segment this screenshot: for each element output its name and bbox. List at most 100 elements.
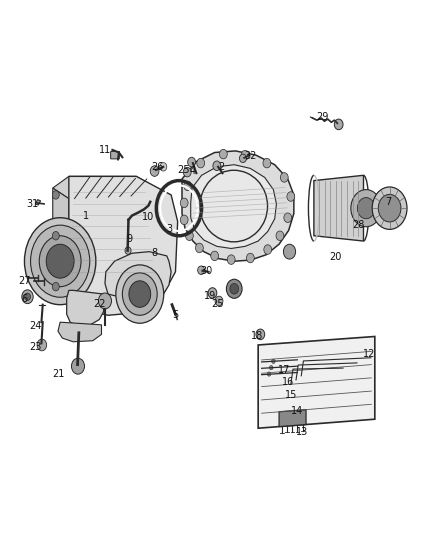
Circle shape [215, 296, 223, 306]
Circle shape [184, 167, 191, 177]
Circle shape [208, 288, 217, 298]
Text: 18: 18 [251, 332, 263, 342]
Text: 20: 20 [329, 252, 342, 262]
Circle shape [160, 163, 167, 171]
Circle shape [39, 236, 81, 287]
Text: 26: 26 [151, 162, 163, 172]
Circle shape [269, 366, 273, 370]
Circle shape [198, 266, 205, 274]
Circle shape [219, 149, 227, 159]
Text: 7: 7 [385, 197, 391, 207]
Circle shape [122, 273, 157, 316]
Polygon shape [53, 176, 156, 199]
Circle shape [213, 161, 221, 171]
Text: 29: 29 [316, 112, 329, 122]
Circle shape [31, 225, 90, 297]
Circle shape [284, 213, 292, 222]
Text: 4: 4 [190, 166, 196, 176]
Circle shape [378, 195, 401, 222]
Text: 17: 17 [278, 365, 290, 375]
Circle shape [129, 281, 151, 308]
Circle shape [125, 247, 131, 254]
Circle shape [46, 244, 74, 278]
Polygon shape [105, 252, 171, 301]
Text: 9: 9 [127, 234, 133, 244]
Polygon shape [191, 165, 276, 248]
Circle shape [180, 198, 188, 208]
Circle shape [52, 231, 59, 240]
Text: 12: 12 [363, 349, 375, 359]
Circle shape [99, 293, 112, 309]
Text: 16: 16 [282, 377, 294, 387]
Polygon shape [53, 188, 69, 290]
Circle shape [25, 293, 31, 301]
Text: 31: 31 [27, 199, 39, 209]
Text: 21: 21 [52, 369, 64, 378]
Polygon shape [258, 336, 375, 428]
Polygon shape [35, 200, 41, 205]
Text: 1: 1 [83, 211, 89, 221]
Text: 8: 8 [152, 248, 158, 259]
Circle shape [263, 158, 271, 168]
Circle shape [211, 251, 219, 261]
Text: 5: 5 [172, 310, 179, 320]
Circle shape [184, 181, 191, 191]
Circle shape [22, 290, 33, 304]
Text: 27: 27 [18, 276, 30, 286]
Text: 14: 14 [291, 406, 304, 416]
Text: 19: 19 [204, 290, 216, 301]
Circle shape [276, 231, 284, 240]
Polygon shape [182, 151, 294, 261]
Circle shape [52, 282, 59, 291]
Circle shape [272, 359, 275, 364]
Circle shape [195, 243, 203, 253]
Circle shape [351, 190, 381, 227]
Text: 15: 15 [285, 390, 297, 400]
Text: 3: 3 [166, 224, 172, 235]
Circle shape [256, 329, 265, 340]
Text: 24: 24 [29, 321, 42, 331]
Circle shape [37, 339, 47, 351]
FancyBboxPatch shape [111, 151, 119, 159]
Circle shape [334, 119, 343, 130]
Text: 2: 2 [218, 162, 224, 172]
Text: 10: 10 [142, 212, 155, 222]
Circle shape [226, 279, 242, 298]
Text: 25: 25 [177, 165, 190, 175]
Circle shape [25, 217, 96, 305]
Polygon shape [314, 175, 364, 241]
Circle shape [227, 255, 235, 264]
Text: 23: 23 [29, 342, 42, 352]
Circle shape [230, 284, 239, 294]
Text: 11: 11 [99, 145, 111, 155]
Text: 30: 30 [201, 266, 213, 276]
Polygon shape [69, 176, 178, 316]
Circle shape [357, 198, 375, 219]
Circle shape [150, 166, 159, 176]
Circle shape [185, 231, 193, 240]
Circle shape [267, 372, 271, 376]
Text: 28: 28 [352, 220, 364, 230]
Circle shape [180, 215, 188, 224]
Circle shape [372, 187, 407, 229]
Circle shape [247, 253, 254, 263]
Circle shape [187, 157, 195, 167]
Text: 6: 6 [21, 294, 27, 304]
Polygon shape [58, 322, 102, 342]
Circle shape [116, 265, 164, 323]
Text: 32: 32 [244, 151, 257, 161]
Circle shape [264, 245, 272, 254]
Text: 13: 13 [297, 427, 309, 437]
Circle shape [71, 358, 85, 374]
Circle shape [241, 150, 249, 160]
Circle shape [283, 244, 296, 259]
Circle shape [52, 191, 59, 199]
Polygon shape [67, 290, 104, 326]
Circle shape [287, 192, 295, 201]
Text: 25: 25 [212, 298, 224, 309]
Polygon shape [279, 410, 306, 426]
Circle shape [197, 158, 205, 168]
Circle shape [280, 173, 288, 182]
Text: 22: 22 [93, 298, 106, 309]
Circle shape [240, 154, 247, 163]
